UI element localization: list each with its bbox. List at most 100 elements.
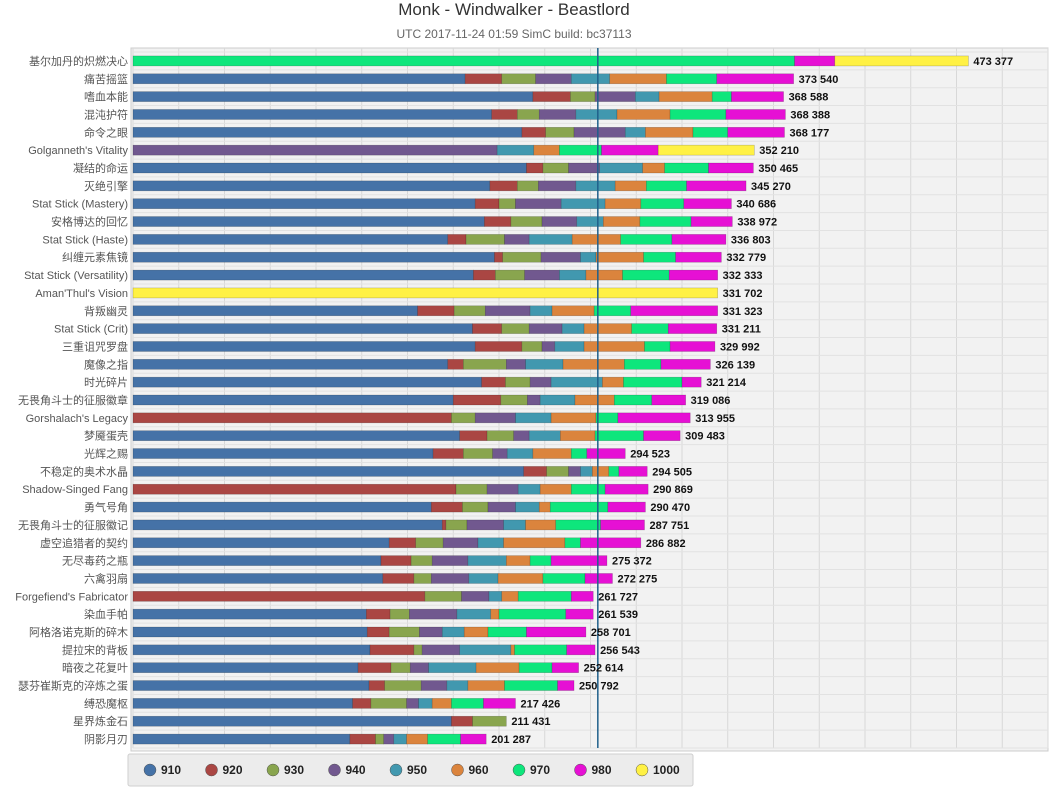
bar-segment-980 [683, 198, 732, 209]
category-label: 无尽毒药之瓶 [62, 554, 128, 568]
bar-segment-940 [515, 198, 562, 209]
bar-segment-980 [690, 216, 733, 227]
bar-segment-1000 [132, 287, 718, 299]
bar-segment-920 [349, 733, 376, 745]
bar-segment-970 [594, 430, 644, 441]
bar-segment-970 [646, 180, 687, 192]
bar-segment-910 [132, 430, 460, 441]
bar-segment-940 [573, 127, 626, 138]
bar-segment-970 [529, 555, 552, 566]
bar-segment-980 [460, 733, 487, 745]
bar-segment-950 [515, 501, 540, 513]
value-label: 332 333 [723, 270, 763, 282]
category-label: 星界炼金石 [73, 714, 128, 728]
bar-segment-950 [488, 591, 503, 602]
bar-segment-950 [554, 341, 585, 352]
value-label: 261 539 [598, 609, 638, 621]
bar-segment-950 [528, 234, 573, 245]
bar-segment-940 [421, 644, 460, 656]
bar-segment-920 [474, 198, 500, 209]
bar-segment-950 [539, 394, 576, 406]
bar-segment-960 [525, 519, 557, 531]
category-label: Aman'Thul's Vision [35, 288, 128, 300]
value-label: 217 426 [520, 698, 560, 710]
category-label: 阿格洛诺克斯的碎木 [29, 625, 128, 639]
bar-segment-930 [570, 91, 596, 102]
bar-segment-910 [132, 216, 485, 227]
bar-segment-910 [132, 715, 452, 727]
value-label: 290 470 [650, 502, 690, 514]
bar-segment-950 [599, 162, 643, 174]
bar-segment-930 [498, 198, 516, 209]
legend-marker-930 [266, 763, 280, 777]
category-label: 无畏角斗士的征服徽章 [18, 393, 128, 407]
category-label: Shadow-Singed Fang [22, 484, 128, 496]
bar-segment-980 [660, 359, 711, 370]
bar-segment-940 [524, 269, 560, 281]
category-labels: 基尔加丹的炽燃决心 473 377 痛苦摇篮 373 540 嗜血本能 368 588 混沌… [15, 54, 1013, 746]
bar-segment-950 [503, 519, 526, 531]
category-label: 勇气号角 [84, 500, 128, 514]
bar-segment-950 [515, 412, 552, 424]
bar-segment-970 [608, 466, 620, 477]
category-label: 嗜血本能 [84, 90, 128, 104]
value-label: 473 377 [973, 56, 1013, 68]
bar-segment-910 [132, 394, 454, 406]
bar-segment-930 [455, 483, 488, 495]
bar-segment-970 [542, 573, 586, 584]
bar-segment-970 [644, 341, 671, 352]
bar-segment-970 [570, 448, 588, 459]
bar-segment-950 [525, 359, 564, 370]
bar-segment-910 [132, 519, 443, 531]
bar-segment-930 [516, 109, 540, 120]
category-label: 缚恐魔枢 [84, 696, 128, 710]
legend-label: 920 [223, 763, 243, 777]
legend-box [127, 753, 694, 787]
bar-segment-940 [484, 305, 531, 317]
bar-segment-970 [620, 234, 673, 245]
bar-segment-910 [132, 680, 370, 691]
bar-segment-920 [491, 109, 518, 120]
value-label: 352 210 [759, 145, 799, 157]
bar-segment-950 [550, 376, 603, 388]
bar-segment-940 [594, 91, 636, 102]
bar-segment-940 [132, 144, 498, 156]
bar-segment-960 [538, 501, 551, 513]
bar-segment-920 [481, 376, 506, 388]
bar-segment-940 [406, 698, 419, 709]
bar-segment-970 [593, 305, 632, 317]
bar-segment-930 [445, 519, 468, 531]
bar-segment-960 [506, 555, 531, 566]
bar-segment-970 [595, 412, 619, 424]
bar-segment-920 [451, 715, 473, 727]
bar-segment-950 [496, 144, 535, 156]
category-label: Golganneth's Vitality [28, 145, 128, 157]
value-label: 332 779 [726, 252, 766, 264]
bar-segment-930 [453, 305, 486, 317]
bar-segment-980 [630, 305, 718, 317]
bar-segment-970 [564, 537, 581, 549]
bar-segment-920 [452, 394, 502, 406]
bar-segment-910 [132, 341, 476, 352]
legend-label: 970 [530, 763, 550, 777]
bar-segment-910 [132, 573, 384, 584]
bar-segment-940 [538, 109, 577, 120]
bar-segment-920 [447, 234, 467, 245]
bar-segment-910 [132, 91, 534, 102]
value-label: 368 177 [789, 127, 829, 139]
category-label: Stat Stick (Haste) [42, 234, 128, 246]
bar-segment-960 [539, 483, 572, 495]
bar-segment-980 [617, 412, 691, 424]
bar-segment-920 [474, 341, 523, 352]
bar-segment-980 [643, 430, 681, 441]
bar-segment-980 [686, 180, 747, 192]
value-label: 331 211 [722, 324, 761, 336]
bars [132, 55, 969, 745]
bar-segment-930 [501, 323, 530, 334]
bar-segment-940 [527, 394, 541, 406]
bar-segment-970 [622, 269, 670, 281]
bar-segment-980 [580, 537, 642, 549]
bar-segment-960 [616, 109, 671, 120]
bar-segment-930 [542, 162, 569, 174]
bar-segment-970 [669, 109, 727, 120]
